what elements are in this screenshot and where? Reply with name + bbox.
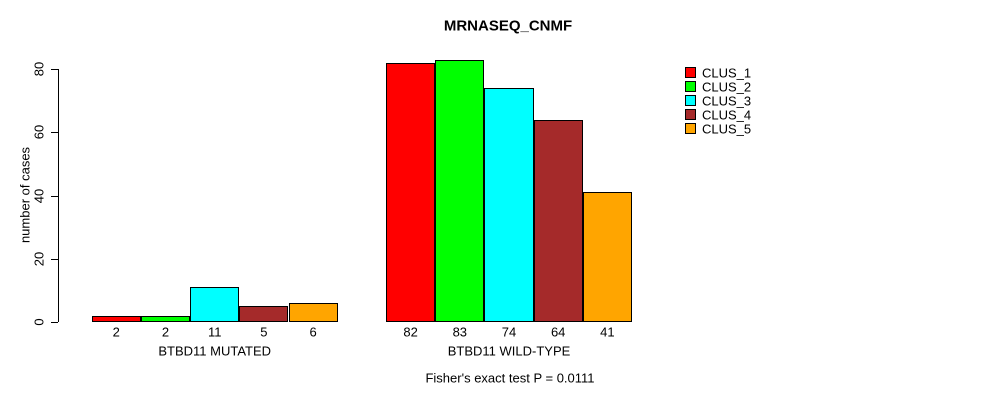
- bar-clus-5-btbd11-wild-type: [582, 192, 632, 322]
- y-axis-tick-label: 60: [31, 125, 47, 140]
- x-axis-category-label: BTBD11 WILD-TYPE: [447, 343, 571, 359]
- bar-clus-2-btbd11-mutated: [140, 315, 191, 322]
- legend-item-label: CLUS_1: [702, 65, 752, 80]
- y-axis-tick: [51, 132, 58, 134]
- bar-value-label: 74: [501, 324, 517, 340]
- y-axis-line: [58, 69, 59, 322]
- bar-clus-2-btbd11-wild-type: [435, 59, 485, 322]
- bar-clus-1-btbd11-wild-type: [386, 62, 436, 322]
- y-axis-tick-label: 40: [31, 188, 47, 203]
- bar-clus-4-btbd11-mutated: [239, 306, 289, 322]
- bar-value-label: 83: [452, 324, 468, 340]
- bar-value-label: 64: [550, 324, 566, 340]
- legend-item-label: CLUS_5: [702, 121, 752, 136]
- bar-value-label: 82: [403, 324, 418, 340]
- legend-swatch-clus-5: [685, 123, 696, 134]
- legend-item-label: CLUS_3: [702, 93, 752, 108]
- bar-value-label: 41: [600, 324, 615, 340]
- x-axis-category-label: BTBD11 MUTATED: [158, 343, 272, 359]
- legend-swatch-clus-2: [685, 81, 696, 92]
- y-axis-tick: [51, 195, 58, 197]
- bar-clus-3-btbd11-wild-type: [484, 87, 534, 322]
- y-axis-label: number of cases: [17, 146, 33, 244]
- y-axis-tick-label: 0: [31, 318, 47, 326]
- bar-value-label: 2: [161, 324, 170, 340]
- legend-swatch-clus-1: [685, 67, 696, 78]
- bar-value-label: 11: [207, 324, 222, 340]
- y-axis-tick-label: 20: [31, 251, 47, 266]
- y-axis-tick: [51, 258, 58, 260]
- fisher-test-annotation: Fisher's exact test P = 0.0111: [425, 370, 595, 386]
- bar-value-label: 2: [112, 324, 120, 340]
- bar-clus-4-btbd11-wild-type: [533, 119, 583, 322]
- legend-swatch-clus-4: [685, 109, 696, 120]
- legend-item-label: CLUS_4: [702, 107, 752, 122]
- y-axis-tick-label: 80: [31, 61, 47, 77]
- legend-swatch-clus-3: [685, 95, 696, 106]
- y-axis-tick: [51, 322, 58, 323]
- bar-clus-3-btbd11-mutated: [190, 287, 240, 322]
- bar-value-label: 5: [260, 324, 268, 340]
- y-axis-tick: [51, 69, 58, 70]
- bar-value-label: 6: [309, 324, 317, 340]
- bar-clus-5-btbd11-mutated: [288, 303, 338, 322]
- chart-title: MRNASEQ_CNMF: [443, 17, 573, 35]
- legend-item-label: CLUS_2: [702, 79, 752, 94]
- bar-clus-1-btbd11-mutated: [91, 315, 141, 322]
